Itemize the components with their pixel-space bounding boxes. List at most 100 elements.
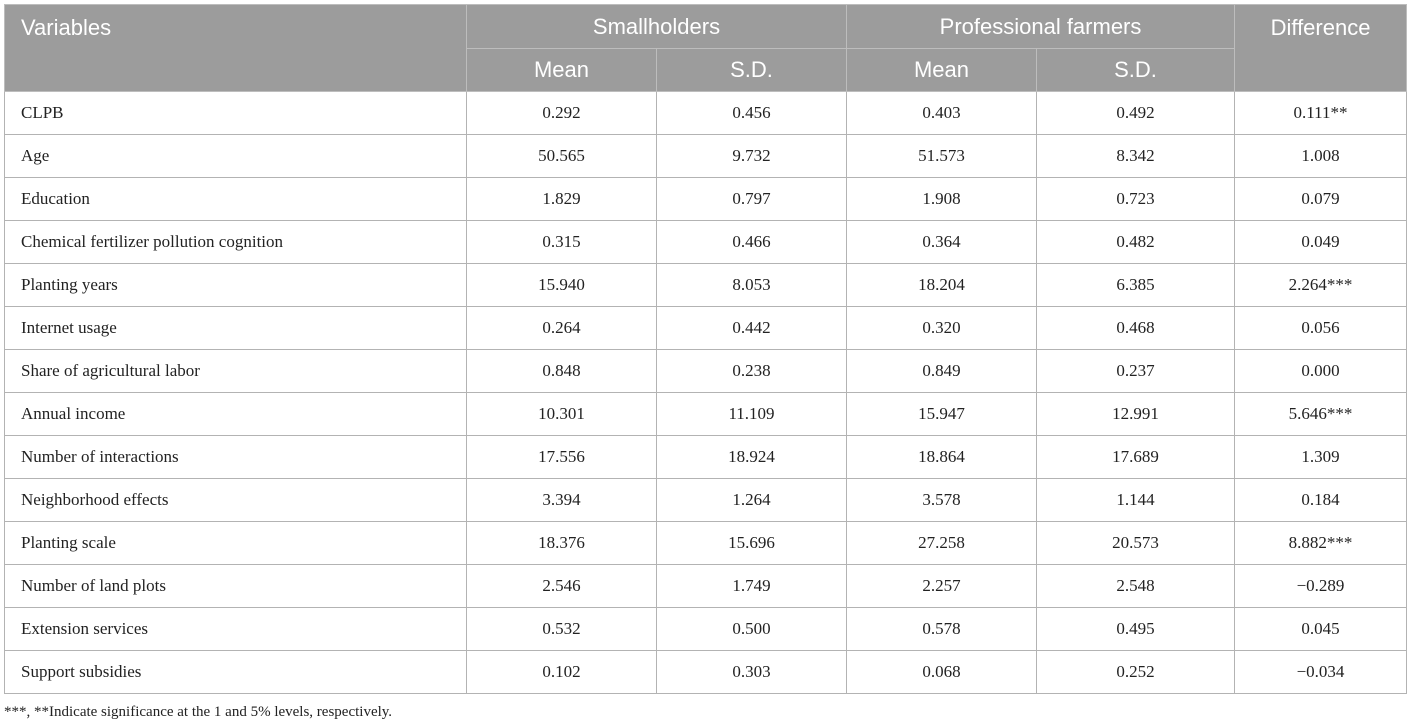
difference-cell: 1.008 bbox=[1234, 134, 1408, 178]
variable-cell: Chemical fertilizer pollution cognition bbox=[4, 220, 467, 264]
smallholders-mean-cell: 0.848 bbox=[466, 349, 657, 393]
difference-cell: 8.882*** bbox=[1234, 521, 1408, 565]
difference-cell: −0.034 bbox=[1234, 650, 1408, 694]
professional-mean-cell: 18.864 bbox=[846, 435, 1038, 479]
professional-sd-cell: 0.495 bbox=[1036, 607, 1236, 651]
table-row: Internet usage 0.264 0.442 0.320 0.468 0.056 bbox=[4, 306, 1408, 350]
smallholders-sd-cell: 15.696 bbox=[655, 521, 848, 565]
professional-sd-cell: 0.468 bbox=[1036, 306, 1236, 350]
difference-cell: 2.264*** bbox=[1234, 263, 1408, 307]
professional-mean-cell: 51.573 bbox=[846, 134, 1038, 178]
smallholders-sd-cell: 1.264 bbox=[655, 478, 848, 522]
professional-mean-cell: 18.204 bbox=[846, 263, 1038, 307]
header-difference: Difference bbox=[1234, 4, 1408, 92]
variable-cell: Internet usage bbox=[4, 306, 467, 350]
table-row: Planting years 15.940 8.053 18.204 6.385 2.26… bbox=[4, 263, 1408, 307]
difference-cell: 0.056 bbox=[1234, 306, 1408, 350]
table-body: CLPB 0.292 0.456 0.403 0.492 0.111** Age 50.565… bbox=[4, 91, 1408, 694]
professional-sd-cell: 0.492 bbox=[1036, 91, 1236, 135]
smallholders-sd-cell: 8.053 bbox=[655, 263, 848, 307]
professional-mean-cell: 0.578 bbox=[846, 607, 1038, 651]
professional-sd-cell: 8.342 bbox=[1036, 134, 1236, 178]
header-professional-sd: S.D. bbox=[1036, 48, 1236, 92]
difference-cell: −0.289 bbox=[1234, 564, 1408, 608]
smallholders-mean-cell: 0.264 bbox=[466, 306, 657, 350]
table-row: Neighborhood effects 3.394 1.264 3.578 1.144… bbox=[4, 478, 1408, 522]
smallholders-sd-cell: 0.456 bbox=[655, 91, 848, 135]
difference-cell: 0.184 bbox=[1234, 478, 1408, 522]
variable-cell: CLPB bbox=[4, 91, 467, 135]
smallholders-sd-cell: 0.466 bbox=[655, 220, 848, 264]
professional-sd-cell: 20.573 bbox=[1036, 521, 1236, 565]
smallholders-sd-cell: 0.500 bbox=[655, 607, 848, 651]
variable-cell: Age bbox=[4, 134, 467, 178]
header-professional-mean: Mean bbox=[846, 48, 1038, 92]
table-row: Age 50.565 9.732 51.573 8.342 1.008 bbox=[4, 134, 1408, 178]
professional-sd-cell: 0.723 bbox=[1036, 177, 1236, 221]
smallholders-sd-cell: 18.924 bbox=[655, 435, 848, 479]
table-row: Number of interactions 17.556 18.924 18.864… bbox=[4, 435, 1408, 479]
difference-cell: 0.079 bbox=[1234, 177, 1408, 221]
smallholders-sd-cell: 11.109 bbox=[655, 392, 848, 436]
smallholders-mean-cell: 10.301 bbox=[466, 392, 657, 436]
smallholders-mean-cell: 17.556 bbox=[466, 435, 657, 479]
variable-cell: Number of interactions bbox=[4, 435, 467, 479]
smallholders-sd-cell: 0.238 bbox=[655, 349, 848, 393]
variable-cell: Support subsidies bbox=[4, 650, 467, 694]
table-row: Number of land plots 2.546 1.749 2.257 2.548… bbox=[4, 564, 1408, 608]
professional-mean-cell: 2.257 bbox=[846, 564, 1038, 608]
professional-sd-cell: 0.252 bbox=[1036, 650, 1236, 694]
table-row: Share of agricultural labor 0.848 0.238 0.8… bbox=[4, 349, 1408, 393]
difference-cell: 5.646*** bbox=[1234, 392, 1408, 436]
difference-cell: 1.309 bbox=[1234, 435, 1408, 479]
smallholders-mean-cell: 0.532 bbox=[466, 607, 657, 651]
table-row: Planting scale 18.376 15.696 27.258 20.573 8.… bbox=[4, 521, 1408, 565]
header-professional-farmers: Professional farmers bbox=[846, 4, 1236, 49]
professional-mean-cell: 27.258 bbox=[846, 521, 1038, 565]
header-smallholders-sd: S.D. bbox=[655, 48, 848, 92]
difference-cell: 0.049 bbox=[1234, 220, 1408, 264]
professional-sd-cell: 6.385 bbox=[1036, 263, 1236, 307]
smallholders-sd-cell: 0.797 bbox=[655, 177, 848, 221]
difference-cell: 0.000 bbox=[1234, 349, 1408, 393]
smallholders-mean-cell: 50.565 bbox=[466, 134, 657, 178]
professional-mean-cell: 0.320 bbox=[846, 306, 1038, 350]
professional-mean-cell: 0.364 bbox=[846, 220, 1038, 264]
smallholders-sd-cell: 1.749 bbox=[655, 564, 848, 608]
smallholders-mean-cell: 18.376 bbox=[466, 521, 657, 565]
smallholders-sd-cell: 0.442 bbox=[655, 306, 848, 350]
smallholders-mean-cell: 0.315 bbox=[466, 220, 657, 264]
smallholders-sd-cell: 9.732 bbox=[655, 134, 848, 178]
header-variables: Variables bbox=[4, 4, 467, 92]
table-row: Support subsidies 0.102 0.303 0.068 0.252 −0.… bbox=[4, 650, 1408, 694]
smallholders-sd-cell: 0.303 bbox=[655, 650, 848, 694]
table-row: Extension services 0.532 0.500 0.578 0.495 0.… bbox=[4, 607, 1408, 651]
header-smallholders: Smallholders bbox=[465, 4, 848, 49]
difference-cell: 0.111** bbox=[1234, 91, 1408, 135]
professional-sd-cell: 2.548 bbox=[1036, 564, 1236, 608]
variable-cell: Planting years bbox=[4, 263, 467, 307]
variable-cell: Number of land plots bbox=[4, 564, 467, 608]
smallholders-mean-cell: 1.829 bbox=[466, 177, 657, 221]
professional-mean-cell: 0.849 bbox=[846, 349, 1038, 393]
table-header: Variables Smallholders Professional farm… bbox=[4, 4, 1408, 92]
professional-mean-cell: 0.403 bbox=[846, 91, 1038, 135]
smallholders-mean-cell: 2.546 bbox=[466, 564, 657, 608]
professional-mean-cell: 15.947 bbox=[846, 392, 1038, 436]
table-row: Chemical fertilizer pollution cognition 0… bbox=[4, 220, 1408, 264]
smallholders-mean-cell: 15.940 bbox=[466, 263, 657, 307]
professional-sd-cell: 17.689 bbox=[1036, 435, 1236, 479]
smallholders-mean-cell: 0.292 bbox=[466, 91, 657, 135]
professional-mean-cell: 0.068 bbox=[846, 650, 1038, 694]
table-row: CLPB 0.292 0.456 0.403 0.492 0.111** bbox=[4, 91, 1408, 135]
table-footnote: ***, **Indicate significance at the 1 an… bbox=[4, 704, 393, 720]
table-row: Education 1.829 0.797 1.908 0.723 0.079 bbox=[4, 177, 1408, 221]
header-smallholders-mean: Mean bbox=[466, 48, 657, 92]
professional-sd-cell: 1.144 bbox=[1036, 478, 1236, 522]
professional-mean-cell: 3.578 bbox=[846, 478, 1038, 522]
table-container: Variables Smallholders Professional farm… bbox=[4, 4, 1408, 694]
summary-statistics-table: Variables Smallholders Professional farm… bbox=[4, 4, 1408, 694]
variable-cell: Planting scale bbox=[4, 521, 467, 565]
professional-sd-cell: 0.482 bbox=[1036, 220, 1236, 264]
variable-cell: Education bbox=[4, 177, 467, 221]
